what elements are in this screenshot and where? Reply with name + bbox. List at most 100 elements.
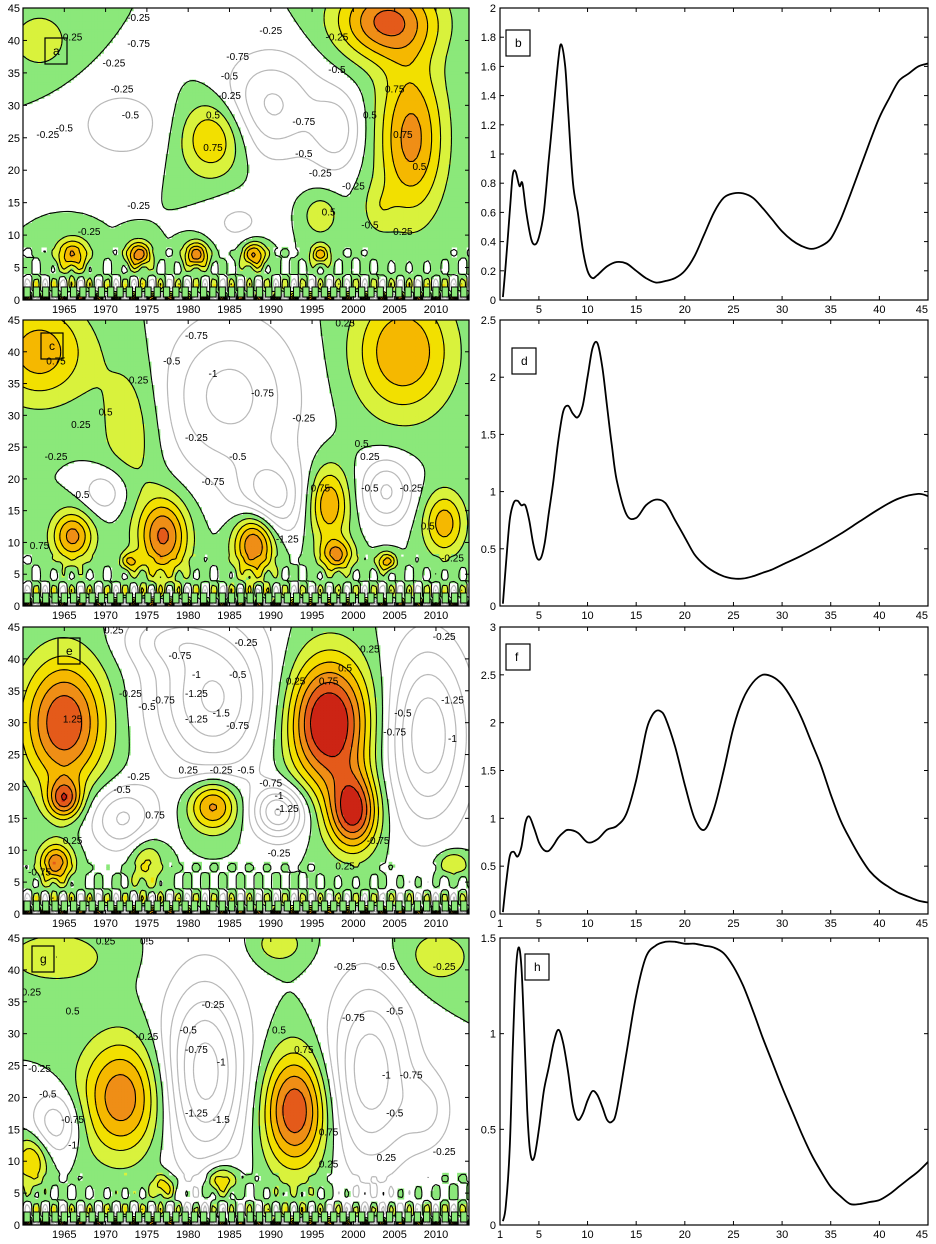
x-tick-label: 10 bbox=[581, 918, 593, 930]
x-tick-label: 35 bbox=[825, 1229, 837, 1241]
contour-label: -0.5 bbox=[361, 221, 379, 232]
y-tick-label: 20 bbox=[8, 1092, 20, 1104]
y-tick-label: 0 bbox=[490, 909, 496, 921]
contour-label: 0.25 bbox=[178, 766, 198, 777]
plot-frame bbox=[499, 937, 929, 1226]
x-tick-label: 1970 bbox=[93, 304, 117, 316]
y-tick-label: 1.6 bbox=[481, 61, 496, 73]
x-tick-label: 1965 bbox=[52, 610, 76, 622]
contour-field-g: 0.25 0.5 0.25 0.5 0.25 -0.25 -0.5 -0.25 -0.25 -0.… bbox=[22, 930, 469, 1225]
contour-label: -0.25 bbox=[268, 849, 291, 860]
y-tick-label: 40 bbox=[8, 347, 20, 359]
contour-label: 0.75 bbox=[294, 1045, 314, 1056]
contour-label: -0.25 bbox=[218, 91, 241, 102]
contour-label: -0.75 bbox=[226, 721, 249, 732]
contour-label: 0.25 bbox=[319, 1160, 339, 1171]
y-tick-label: 0.8 bbox=[481, 178, 496, 190]
bottom-notches-e bbox=[23, 900, 468, 912]
y-tick-label: 45 bbox=[8, 933, 20, 945]
y-tick-label: 2.5 bbox=[481, 315, 496, 327]
x-tick-label: 2010 bbox=[424, 918, 448, 930]
x-tick-label: 10 bbox=[581, 304, 593, 316]
y-tick-label: 1.5 bbox=[481, 766, 496, 778]
contour-line bbox=[23, 320, 469, 606]
contour-label: -0.75 bbox=[127, 39, 150, 50]
x-tick-label: 2005 bbox=[382, 1229, 406, 1241]
x-tick-label: 1990 bbox=[259, 304, 283, 316]
y-tick-label: 5 bbox=[14, 569, 20, 581]
contour-label: -0.5 bbox=[122, 110, 140, 121]
x-tick-label: 1995 bbox=[300, 304, 324, 316]
contour-field-e: 1.250.25-0.25-0.5-0.75-1-0.75-1.25-1.25-… bbox=[23, 627, 469, 914]
contour-label: 0.25 bbox=[335, 861, 355, 872]
x-tick-label: 1965 bbox=[52, 1229, 76, 1241]
x-tick-label: 30 bbox=[776, 304, 788, 316]
x-tick-label: 1975 bbox=[135, 610, 159, 622]
spectrum-panel-d: d 0 0.5 1 1.5 2 2.5 5 10 15 20 25 30 35 40 45 bbox=[481, 315, 929, 622]
y-tick-label: 1 bbox=[490, 813, 496, 825]
x-tick-label: 15 bbox=[630, 610, 642, 622]
contour-label: -0.25 bbox=[235, 638, 258, 649]
contour-label: -0.25 bbox=[202, 1000, 225, 1011]
contour-label: -0.5 bbox=[113, 785, 131, 796]
x-tick-label: 40 bbox=[873, 610, 885, 622]
y-tick-label: 45 bbox=[8, 3, 20, 15]
x-tick-label: 25 bbox=[727, 1229, 739, 1241]
y-tick-label: 45 bbox=[8, 315, 20, 327]
panel-letter-b: b bbox=[515, 36, 522, 50]
x-tick-label: 1970 bbox=[93, 918, 117, 930]
contour-label: 0.25 bbox=[63, 836, 83, 847]
plot-frame bbox=[499, 319, 929, 607]
plot-frame bbox=[22, 319, 470, 607]
contour-label: 0.75 bbox=[145, 810, 165, 821]
x-tick-label: 2005 bbox=[382, 918, 406, 930]
y-tick-label: 0 bbox=[14, 1220, 20, 1232]
contour-label: -0.75 bbox=[28, 868, 51, 879]
contour-label: -0.25 bbox=[185, 433, 208, 444]
contour-label: -0.5 bbox=[394, 708, 412, 719]
y-tick-label: 25 bbox=[8, 133, 20, 145]
contour-label: 0.75 bbox=[385, 84, 405, 95]
plot-frame bbox=[499, 7, 929, 301]
contour-label: -0.25 bbox=[400, 484, 423, 495]
contour-label: 0.25 bbox=[228, 930, 248, 941]
contour-label: 0.5 bbox=[66, 1007, 80, 1018]
contour-label: -1.5 bbox=[213, 708, 231, 719]
x-tick-label: 2010 bbox=[424, 610, 448, 622]
spectrum-panel-b: b00.20.40.60.811.21.41.61.825 10 15 20 25 30 3… bbox=[481, 3, 929, 316]
contour-label: -0.75 bbox=[185, 1045, 208, 1056]
x-tick-label: 30 bbox=[776, 610, 788, 622]
x-tick-label: 1985 bbox=[217, 1229, 241, 1241]
series-line-h bbox=[502, 940, 929, 1222]
contour-label: -0.25 bbox=[111, 84, 134, 95]
contour-label: -1 bbox=[275, 791, 284, 802]
contour-label: 0.25 bbox=[22, 987, 42, 998]
y-tick-label: 0.2 bbox=[481, 266, 496, 278]
y-tick-label: 30 bbox=[8, 718, 20, 730]
y-tick-label: 35 bbox=[8, 68, 20, 80]
panel-letter-d: d bbox=[521, 354, 528, 368]
panel-letter-box bbox=[505, 643, 531, 671]
x-tick-label: 2010 bbox=[424, 304, 448, 316]
spectrum-panel-h: h00.511.51 5 10 15 20 25 30 35 40 45 bbox=[481, 933, 929, 1241]
contour-label: -0.25 bbox=[433, 962, 456, 973]
contour-label: -1 bbox=[217, 1058, 226, 1069]
contour-label: -0.5 bbox=[39, 1089, 57, 1100]
contour-field-c: 0.75 -0.75 -0.5 -1 -0.75 -0.25 0.25 0.5 0.25 0.25… bbox=[23, 320, 469, 606]
x-tick-label: 15 bbox=[630, 918, 642, 930]
contour-label: -0.25 bbox=[36, 130, 59, 141]
contour-label: -0.75 bbox=[400, 1070, 423, 1081]
contour-label: 0.25 bbox=[71, 420, 91, 431]
y-tick-label: 1 bbox=[490, 1029, 496, 1041]
panel-letter-c: c bbox=[49, 339, 55, 353]
contour-line bbox=[25, 515, 456, 606]
x-tick-label: 25 bbox=[727, 610, 739, 622]
contour-label: -0.25 bbox=[202, 0, 225, 11]
x-tick-label: 1980 bbox=[176, 1229, 200, 1241]
plot-frame bbox=[22, 937, 470, 1226]
contour-label: -0.25 bbox=[127, 772, 150, 783]
x-tick-label: 1995 bbox=[300, 1229, 324, 1241]
x-tick-label: 40 bbox=[873, 304, 885, 316]
contour-label: -0.25 bbox=[28, 1064, 51, 1075]
y-tick-label: 15 bbox=[8, 1124, 20, 1136]
